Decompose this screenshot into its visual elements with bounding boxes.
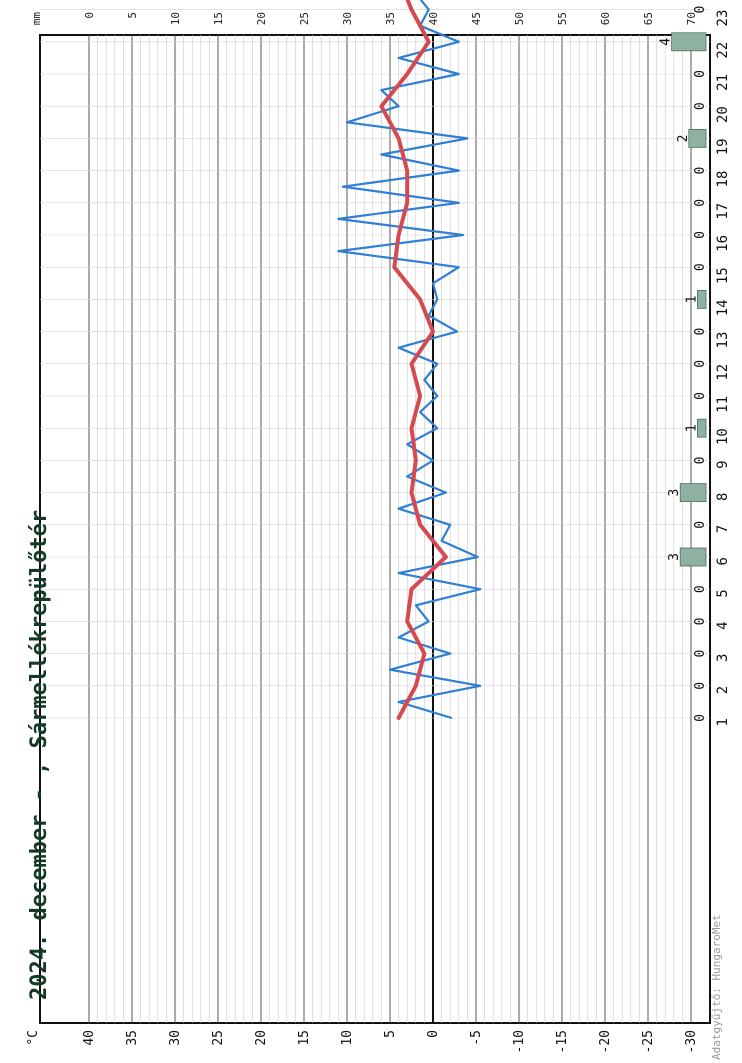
temp-tick-label: 20 bbox=[254, 1030, 269, 1046]
day-tick-label: 4 bbox=[715, 621, 731, 629]
precip-tick-label: 45 bbox=[470, 12, 483, 25]
day-tick-label: 15 bbox=[715, 267, 731, 284]
precip-value-label: 0 bbox=[693, 263, 708, 271]
day-tick-label: 13 bbox=[715, 332, 731, 349]
day-tick-label: 21 bbox=[715, 74, 731, 91]
day-tick-label: 19 bbox=[715, 138, 731, 155]
day-tick-label: 10 bbox=[715, 428, 731, 445]
precip-value-label: 0 bbox=[693, 167, 708, 175]
temp-tick-label: 0 bbox=[426, 1030, 441, 1038]
temp-tick-label: 15 bbox=[297, 1030, 312, 1046]
precip-value-label: 0 bbox=[693, 360, 708, 368]
precip-value-label: 0 bbox=[693, 456, 708, 464]
precip-value-label: 0 bbox=[693, 392, 708, 400]
day-tick-label: 16 bbox=[715, 235, 731, 252]
precip-tick-label: 15 bbox=[212, 12, 225, 25]
day-tick-label: 6 bbox=[715, 557, 731, 565]
precip-tick-label: 30 bbox=[341, 12, 354, 25]
precip-value-label: 0 bbox=[693, 585, 708, 593]
temp-tick-label: 10 bbox=[340, 1030, 355, 1046]
precip-value-label: 0 bbox=[693, 70, 708, 78]
precip-value-label: 0 bbox=[693, 328, 708, 336]
temp-tick-label: -5 bbox=[469, 1030, 484, 1046]
precip-tick-label: 20 bbox=[255, 12, 268, 25]
plot-area-border bbox=[39, 34, 711, 1024]
precip-tick-label: 55 bbox=[556, 12, 569, 25]
day-tick-label: 23 bbox=[715, 10, 731, 27]
day-tick-label: 2 bbox=[715, 686, 731, 694]
day-tick-label: 8 bbox=[715, 493, 731, 501]
temp-mean-line bbox=[379, 0, 448, 720]
temp-tick-label: -15 bbox=[555, 1030, 570, 1053]
precip-bar bbox=[697, 289, 707, 309]
temp-tick-label: 30 bbox=[168, 1030, 183, 1046]
precip-value-label: 1 bbox=[684, 424, 699, 432]
precip-value-label: 2 bbox=[676, 134, 691, 142]
precip-bar bbox=[679, 547, 707, 567]
precip-value-label: 0 bbox=[693, 650, 708, 658]
temp-tick-label: -20 bbox=[598, 1030, 613, 1053]
precip-value-label: 1 bbox=[684, 295, 699, 303]
precip-bar bbox=[671, 32, 707, 52]
precip-value-label: 3 bbox=[667, 489, 682, 497]
day-tick-label: 14 bbox=[715, 299, 731, 316]
day-tick-label: 5 bbox=[715, 589, 731, 597]
precip-value-label: 0 bbox=[693, 682, 708, 690]
temp-minmax-line bbox=[337, 0, 482, 720]
day-tick-label: 22 bbox=[715, 42, 731, 59]
precip-value-label: 0 bbox=[693, 102, 708, 110]
temp-tick-label: 5 bbox=[383, 1030, 398, 1038]
day-tick-label: 7 bbox=[715, 525, 731, 533]
precip-tick-label: 25 bbox=[298, 12, 311, 25]
temp-tick-label: 25 bbox=[211, 1030, 226, 1046]
precip-value-label: 0 bbox=[693, 714, 708, 722]
precip-unit-label: mm bbox=[30, 12, 43, 26]
precip-tick-label: 5 bbox=[126, 12, 139, 19]
precip-tick-label: 60 bbox=[599, 12, 612, 25]
precip-bar bbox=[688, 128, 707, 148]
day-tick-label: 12 bbox=[715, 364, 731, 381]
footer-note: Adatgyűjtő: HungaroMet bbox=[710, 914, 723, 1060]
temp-tick-label: 40 bbox=[82, 1030, 97, 1046]
precip-value-label: 0 bbox=[693, 521, 708, 529]
precip-value-label: 0 bbox=[693, 617, 708, 625]
precip-tick-label: 50 bbox=[513, 12, 526, 25]
precip-value-label: 3 bbox=[667, 553, 682, 561]
precipitation-bars: 0000030301000100002004000000000 bbox=[659, 6, 708, 722]
grid bbox=[40, 9, 710, 1023]
precip-bar bbox=[679, 483, 707, 503]
temp-unit-label: °C bbox=[26, 1030, 41, 1046]
day-tick-label: 3 bbox=[715, 654, 731, 662]
temp-tick-label: -30 bbox=[684, 1030, 699, 1053]
day-tick-label: 18 bbox=[715, 171, 731, 188]
day-tick-label: 20 bbox=[715, 106, 731, 123]
day-tick-label: 17 bbox=[715, 203, 731, 220]
precip-tick-label: 40 bbox=[427, 12, 440, 25]
precip-value-label: 0 bbox=[693, 231, 708, 239]
precip-value-label: 0 bbox=[693, 6, 708, 14]
temp-tick-label: -10 bbox=[512, 1030, 527, 1053]
temperature-series bbox=[337, 0, 482, 720]
precip-tick-label: 65 bbox=[642, 12, 655, 25]
precip-value-label: 4 bbox=[659, 38, 674, 46]
axes: 40 35 30 25 20 15 10 5 0 -5 -10 -15 -20 -25 -30°C70656… bbox=[26, 10, 731, 1054]
day-tick-label: 1 bbox=[715, 718, 731, 726]
precip-tick-label: 10 bbox=[169, 12, 182, 25]
precip-bar bbox=[697, 418, 707, 438]
precip-tick-label: 70 bbox=[685, 12, 698, 25]
temp-tick-label: -25 bbox=[641, 1030, 656, 1053]
precip-value-label: 0 bbox=[693, 199, 708, 207]
day-tick-label: 9 bbox=[715, 460, 731, 468]
precip-tick-label: 0 bbox=[83, 12, 96, 19]
chart-title: 2024. december - , Sármellékrepülőtér bbox=[27, 510, 52, 1000]
precip-tick-label: 35 bbox=[384, 12, 397, 25]
day-tick-label: 11 bbox=[715, 396, 731, 413]
temp-tick-label: 35 bbox=[125, 1030, 140, 1046]
